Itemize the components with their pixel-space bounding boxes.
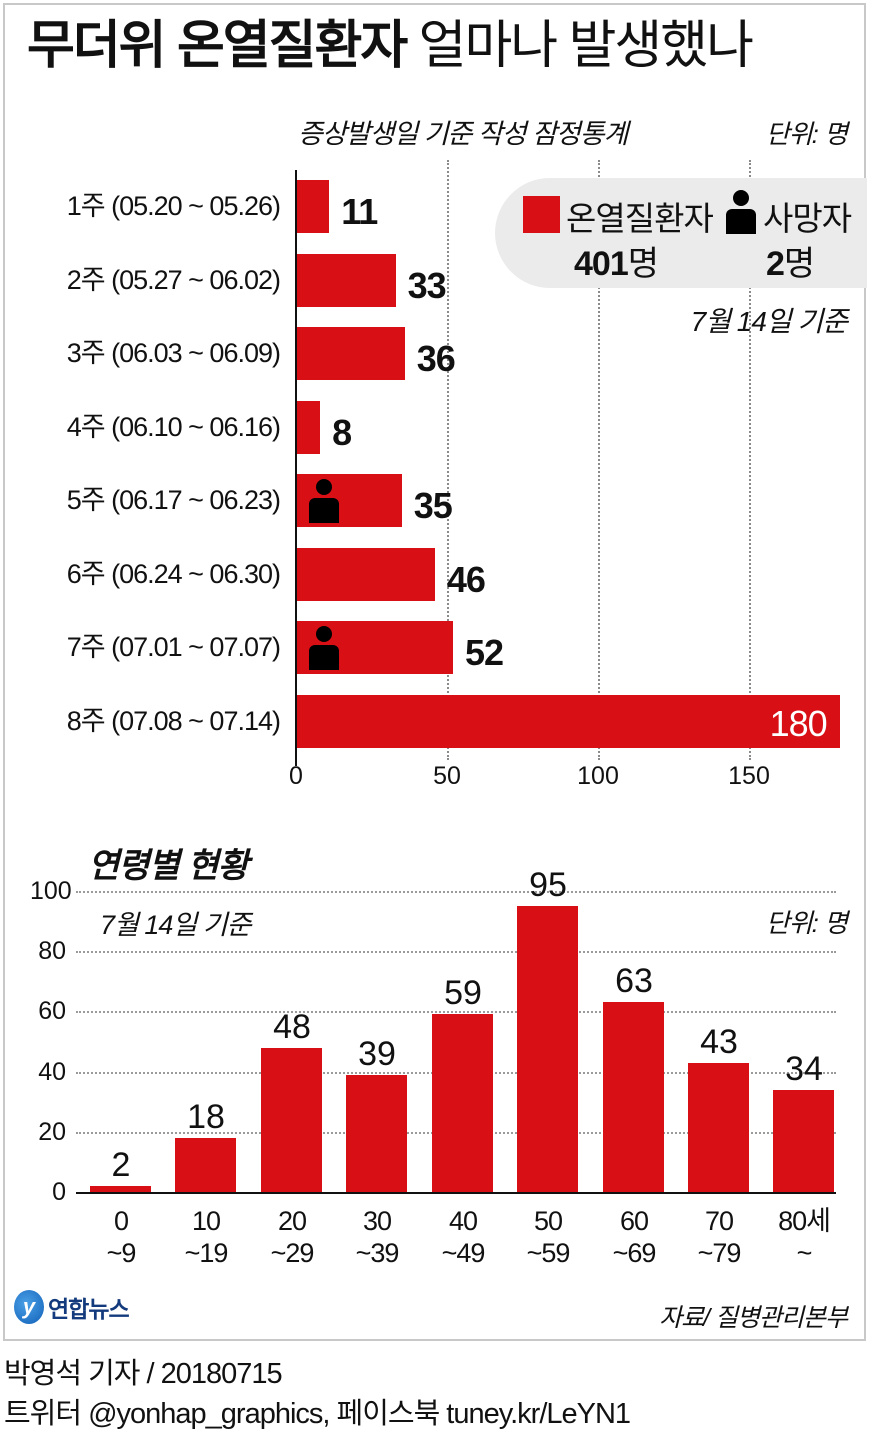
gridline-150 [749, 160, 751, 760]
y-tick-label: 40 [38, 1057, 66, 1086]
bar-value: 48 [273, 1007, 311, 1046]
y-tick-label: 80 [38, 937, 66, 966]
week-label: 3주 (06.03 ~ 06.09) [66, 338, 281, 368]
bar-value: 8 [332, 411, 352, 453]
unit-label-top: 단위: 명 [765, 119, 848, 149]
y-tick-label: 20 [38, 1117, 66, 1146]
legend-patients-label: 온열질환자 [566, 200, 714, 237]
age-category-label: 70 ~79 [697, 1206, 742, 1268]
week-bar [296, 400, 321, 454]
week-label: 4주 (06.10 ~ 06.16) [66, 411, 281, 442]
week-label: 6주 (06.24 ~ 06.30) [66, 558, 281, 589]
bar-value: 39 [358, 1034, 396, 1073]
age-category-label: 30 ~39 [355, 1206, 400, 1268]
person-icon [725, 190, 757, 234]
legend-deaths-label: 사망자 [763, 200, 852, 237]
bar-value: 43 [700, 1022, 738, 1061]
week-bar [296, 180, 330, 233]
age-bar [175, 1137, 236, 1192]
bar-value: 11 [341, 191, 378, 232]
person-icon [308, 479, 340, 523]
age-category-label: 10 ~19 [184, 1206, 229, 1268]
age-category-label: 0 ~9 [106, 1206, 137, 1268]
y-tick-label: 0 [52, 1178, 66, 1206]
gridline-100 [598, 160, 600, 760]
bar-value: 46 [446, 558, 486, 600]
age-bar [688, 1062, 749, 1192]
gridline [76, 1011, 836, 1014]
age-category-label: 20 ~29 [270, 1206, 315, 1268]
unit-label-bottom: 단위: 명 [765, 908, 848, 938]
x-tick-label: 100 [577, 762, 619, 790]
x-tick-label: 0 [289, 762, 303, 790]
title-bold: 무더위 온열질환자 [27, 17, 408, 75]
week-label: 2주 (05.27 ~ 06.02) [66, 264, 281, 295]
basis-date-top: 7월 14일 기준 [690, 306, 848, 337]
age-bar [432, 1014, 493, 1192]
bar-value: 95 [529, 866, 567, 905]
age-category-label: 40 ~49 [441, 1206, 486, 1268]
age-section-title: 연령별 현황 [88, 847, 249, 885]
y-tick-label: 100 [30, 877, 72, 905]
bar-value: 180 [769, 702, 828, 744]
gridline [76, 891, 836, 893]
bar-value: 2 [111, 1145, 131, 1184]
age-category-label: 80세 ~ [778, 1206, 831, 1268]
yonhap-logo-icon: y [14, 1290, 44, 1324]
gridline-50 [447, 160, 449, 760]
yonhap-logo: y 연합뉴스 [14, 1290, 130, 1324]
title-light: 얼마나 발생했나 [418, 17, 754, 75]
x-tick-label: 150 [728, 762, 770, 790]
person-icon [308, 626, 340, 670]
chart-subtitle: 증상발생일 기준 작성 잠정통계 [298, 119, 628, 149]
week-label: 5주 (06.17 ~ 06.23) [66, 485, 281, 515]
week-bar [296, 253, 396, 307]
yonhap-logo-text: 연합뉴스 [48, 1296, 130, 1322]
x-axis-line [76, 1192, 836, 1194]
age-bar [261, 1047, 322, 1192]
gridline [76, 951, 836, 954]
page-title: 무더위 온열질환자 얼마나 발생했나 [27, 17, 754, 75]
age-bar [773, 1089, 834, 1192]
bar-value: 33 [407, 264, 447, 306]
week-label: 1주 (05.20 ~ 05.26) [66, 191, 281, 221]
bar-value: 34 [785, 1049, 823, 1088]
week-label: 8주 (07.08 ~ 07.14) [66, 705, 281, 736]
bar-value: 52 [465, 632, 504, 673]
social-credit: 트위터 @yonhap_graphics, 페이스북 tuney.kr/LeYN… [4, 1398, 631, 1430]
week-bar [296, 694, 840, 748]
basis-date-bottom: 7월 14일 기준 [100, 910, 251, 940]
patients-swatch-icon [523, 196, 560, 233]
bar-value: 63 [615, 962, 653, 1001]
bar-value: 36 [416, 338, 456, 379]
legend-deaths-count: 2명 [766, 245, 815, 283]
bar-value: 35 [413, 485, 453, 526]
age-bar [517, 906, 578, 1192]
legend-patients-count: 401명 [574, 245, 659, 283]
age-bar [346, 1074, 407, 1192]
bar-value: 18 [187, 1097, 225, 1136]
week-bar [296, 327, 405, 380]
x-tick-label: 50 [433, 762, 461, 790]
bar-value: 59 [444, 974, 482, 1013]
age-category-label: 60 ~69 [612, 1206, 657, 1268]
data-source: 자료/ 질병관리본부 [659, 1304, 848, 1332]
age-bar [90, 1185, 151, 1192]
author-credit: 박영석 기자 / 20180715 [4, 1358, 283, 1390]
week-label: 7주 (07.01 ~ 07.07) [66, 632, 281, 662]
week-bar [296, 547, 435, 601]
age-category-label: 50 ~59 [526, 1206, 571, 1268]
x-axis-line [295, 170, 297, 766]
age-bar [603, 1002, 664, 1192]
y-tick-label: 60 [38, 997, 66, 1026]
